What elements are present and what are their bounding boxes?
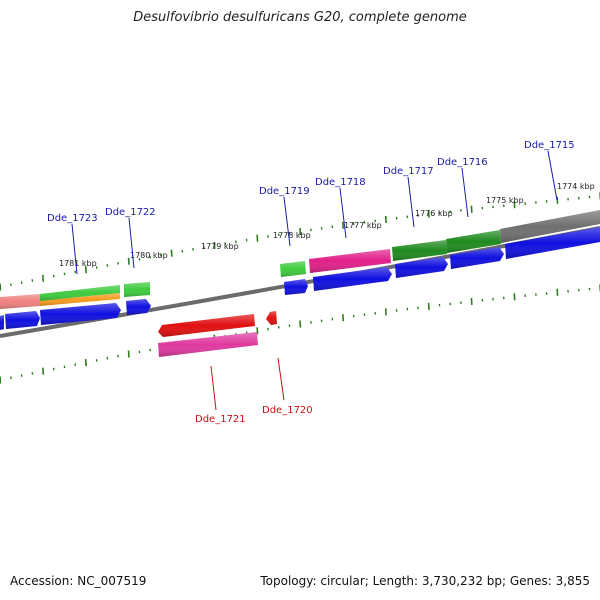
gene-shade: [158, 332, 258, 357]
leader-dde-1720: [277, 357, 285, 401]
leader-dde-1721: [210, 365, 217, 411]
leader-dde-1722: [128, 217, 135, 269]
gene-label-dde-1716[interactable]: Dde_1716: [437, 157, 488, 168]
leader-dde-1717: [407, 176, 415, 228]
gene-label-dde-1723[interactable]: Dde_1723: [47, 213, 98, 224]
leader-dde-1718: [339, 187, 347, 239]
kbp-labels: 1781 kbp 1780 kbp 1779 kbp 1778 kbp 1777…: [59, 182, 595, 268]
gene-labels: Dde_1723 Dde_1722 Dde_1719 Dde_1718 Dde_…: [47, 140, 575, 425]
gene-shade: [446, 230, 501, 253]
gene-shade: [126, 299, 151, 315]
kbp-label-1781: 1781 kbp: [59, 259, 97, 268]
gene-shade: [284, 279, 308, 295]
gene-shade: [40, 293, 120, 306]
kbp-label-1780: 1780 kbp: [130, 251, 168, 260]
map-title: Desulfovibrio desulfuricans G20, complet…: [133, 10, 467, 25]
leader-dde-1723: [71, 223, 78, 275]
gene-label-dde-1721[interactable]: Dde_1721: [195, 414, 246, 425]
gene-shade: [0, 315, 4, 330]
kbp-label-1777: 1777 kbp: [344, 221, 382, 230]
gene-label-dde-1718[interactable]: Dde_1718: [315, 177, 366, 188]
kbp-label-1778: 1778 kbp: [273, 231, 311, 240]
kbp-label-1775: 1775 kbp: [486, 196, 524, 205]
gene-shade: [40, 303, 121, 325]
gene-shade: [0, 294, 40, 309]
gene-shade: [309, 249, 391, 273]
gene-shade: [505, 227, 600, 259]
gene-shade: [313, 267, 392, 291]
accession-text: Accession: NC_007519: [10, 574, 147, 588]
upper-tick-track: [0, 192, 600, 291]
gene-shade: [158, 314, 255, 337]
genome-summary-text: Topology: circular; Length: 3,730,232 bp…: [260, 574, 590, 588]
leader-dde-1715: [547, 150, 558, 201]
gene-shade: [5, 311, 40, 329]
kbp-label-1776: 1776 kbp: [415, 209, 453, 218]
leader-dde-1719: [283, 196, 291, 247]
gene-shade: [395, 257, 448, 278]
gene-label-dde-1720[interactable]: Dde_1720: [262, 405, 313, 416]
gene-label-dde-1717[interactable]: Dde_1717: [383, 166, 434, 177]
gene-shade: [40, 285, 120, 301]
gene-shading: [0, 210, 600, 357]
gene-shade: [266, 311, 277, 325]
gene-leaders: [71, 150, 558, 411]
kbp-label-1774: 1774 kbp: [557, 182, 595, 191]
gene-shade: [392, 240, 447, 261]
gene-label-dde-1715[interactable]: Dde_1715: [524, 140, 575, 151]
leader-dde-1716: [461, 167, 469, 218]
gene-shade: [450, 247, 504, 269]
gene-label-dde-1719[interactable]: Dde_1719: [259, 186, 310, 197]
gene-label-dde-1722[interactable]: Dde_1722: [105, 207, 156, 218]
gene-shade: [500, 210, 600, 243]
gene-shade: [124, 282, 150, 297]
kbp-label-1779: 1779 kbp: [201, 242, 239, 251]
gene-shade: [280, 261, 306, 277]
